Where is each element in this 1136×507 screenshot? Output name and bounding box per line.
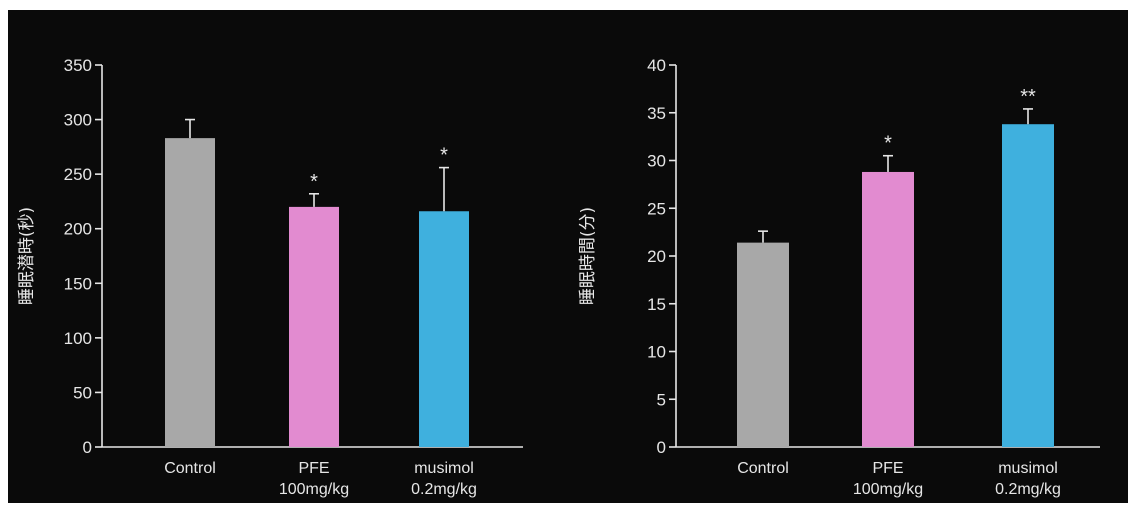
sleep-latency-chart: 0 50 100 150 200 250 300 350 睡眠潜時(秒) Control * PFE 1… (17, 56, 523, 498)
y-tick-label: 0 (657, 438, 666, 457)
x-tick-label-dose: 0.2mg/kg (995, 481, 1061, 498)
y-tick-label: 50 (73, 383, 92, 402)
x-tick-label: Control (164, 460, 216, 477)
y-tick-label: 150 (64, 274, 92, 293)
sleep-duration-chart: 0 5 10 15 20 25 30 35 40 睡眠時間(分) Control * PFE 100mg/… (578, 56, 1100, 498)
x-tick-label-dose: 100mg/kg (853, 481, 923, 498)
y-tick-label: 10 (647, 343, 666, 362)
y-tick-label: 20 (647, 247, 666, 266)
bar (737, 242, 789, 447)
x-tick-label: musimol (414, 460, 474, 477)
x-tick-label-dose: 0.2mg/kg (411, 481, 477, 498)
significance-marker: * (884, 133, 892, 155)
chart-panel: 0 50 100 150 200 250 300 350 睡眠潜時(秒) Control * PFE 1… (8, 10, 1128, 503)
significance-marker: * (310, 171, 318, 193)
bar-charts: 050100150200250300350睡眠潜時(秒)Control*PFE1… (17, 56, 1100, 498)
x-tick-label: PFE (298, 460, 329, 477)
bar (165, 138, 215, 447)
x-tick-label-dose: 100mg/kg (279, 481, 349, 498)
significance-marker: * (440, 145, 448, 167)
y-tick-label: 0 (83, 438, 92, 457)
y-tick-label: 100 (64, 329, 92, 348)
y-tick-label: 300 (64, 111, 92, 130)
y-axis-title: 睡眠潜時(秒) (17, 207, 37, 305)
bar (1002, 124, 1054, 448)
significance-marker: ** (1020, 86, 1036, 108)
y-tick-label: 200 (64, 220, 92, 239)
y-tick-label: 25 (647, 199, 666, 218)
y-tick-label: 5 (657, 390, 666, 409)
y-tick-label: 30 (647, 152, 666, 171)
x-tick-label: musimol (998, 460, 1058, 477)
bar (419, 211, 469, 447)
bar (289, 206, 339, 447)
y-tick-label: 250 (64, 165, 92, 184)
y-tick-label: 40 (647, 56, 666, 75)
y-tick-label: 15 (647, 295, 666, 314)
y-axis-title: 睡眠時間(分) (578, 207, 598, 305)
y-tick-label: 35 (647, 104, 666, 123)
x-tick-label: Control (737, 460, 789, 477)
bar (862, 171, 914, 447)
x-tick-label: PFE (872, 460, 903, 477)
y-tick-label: 350 (64, 56, 92, 75)
